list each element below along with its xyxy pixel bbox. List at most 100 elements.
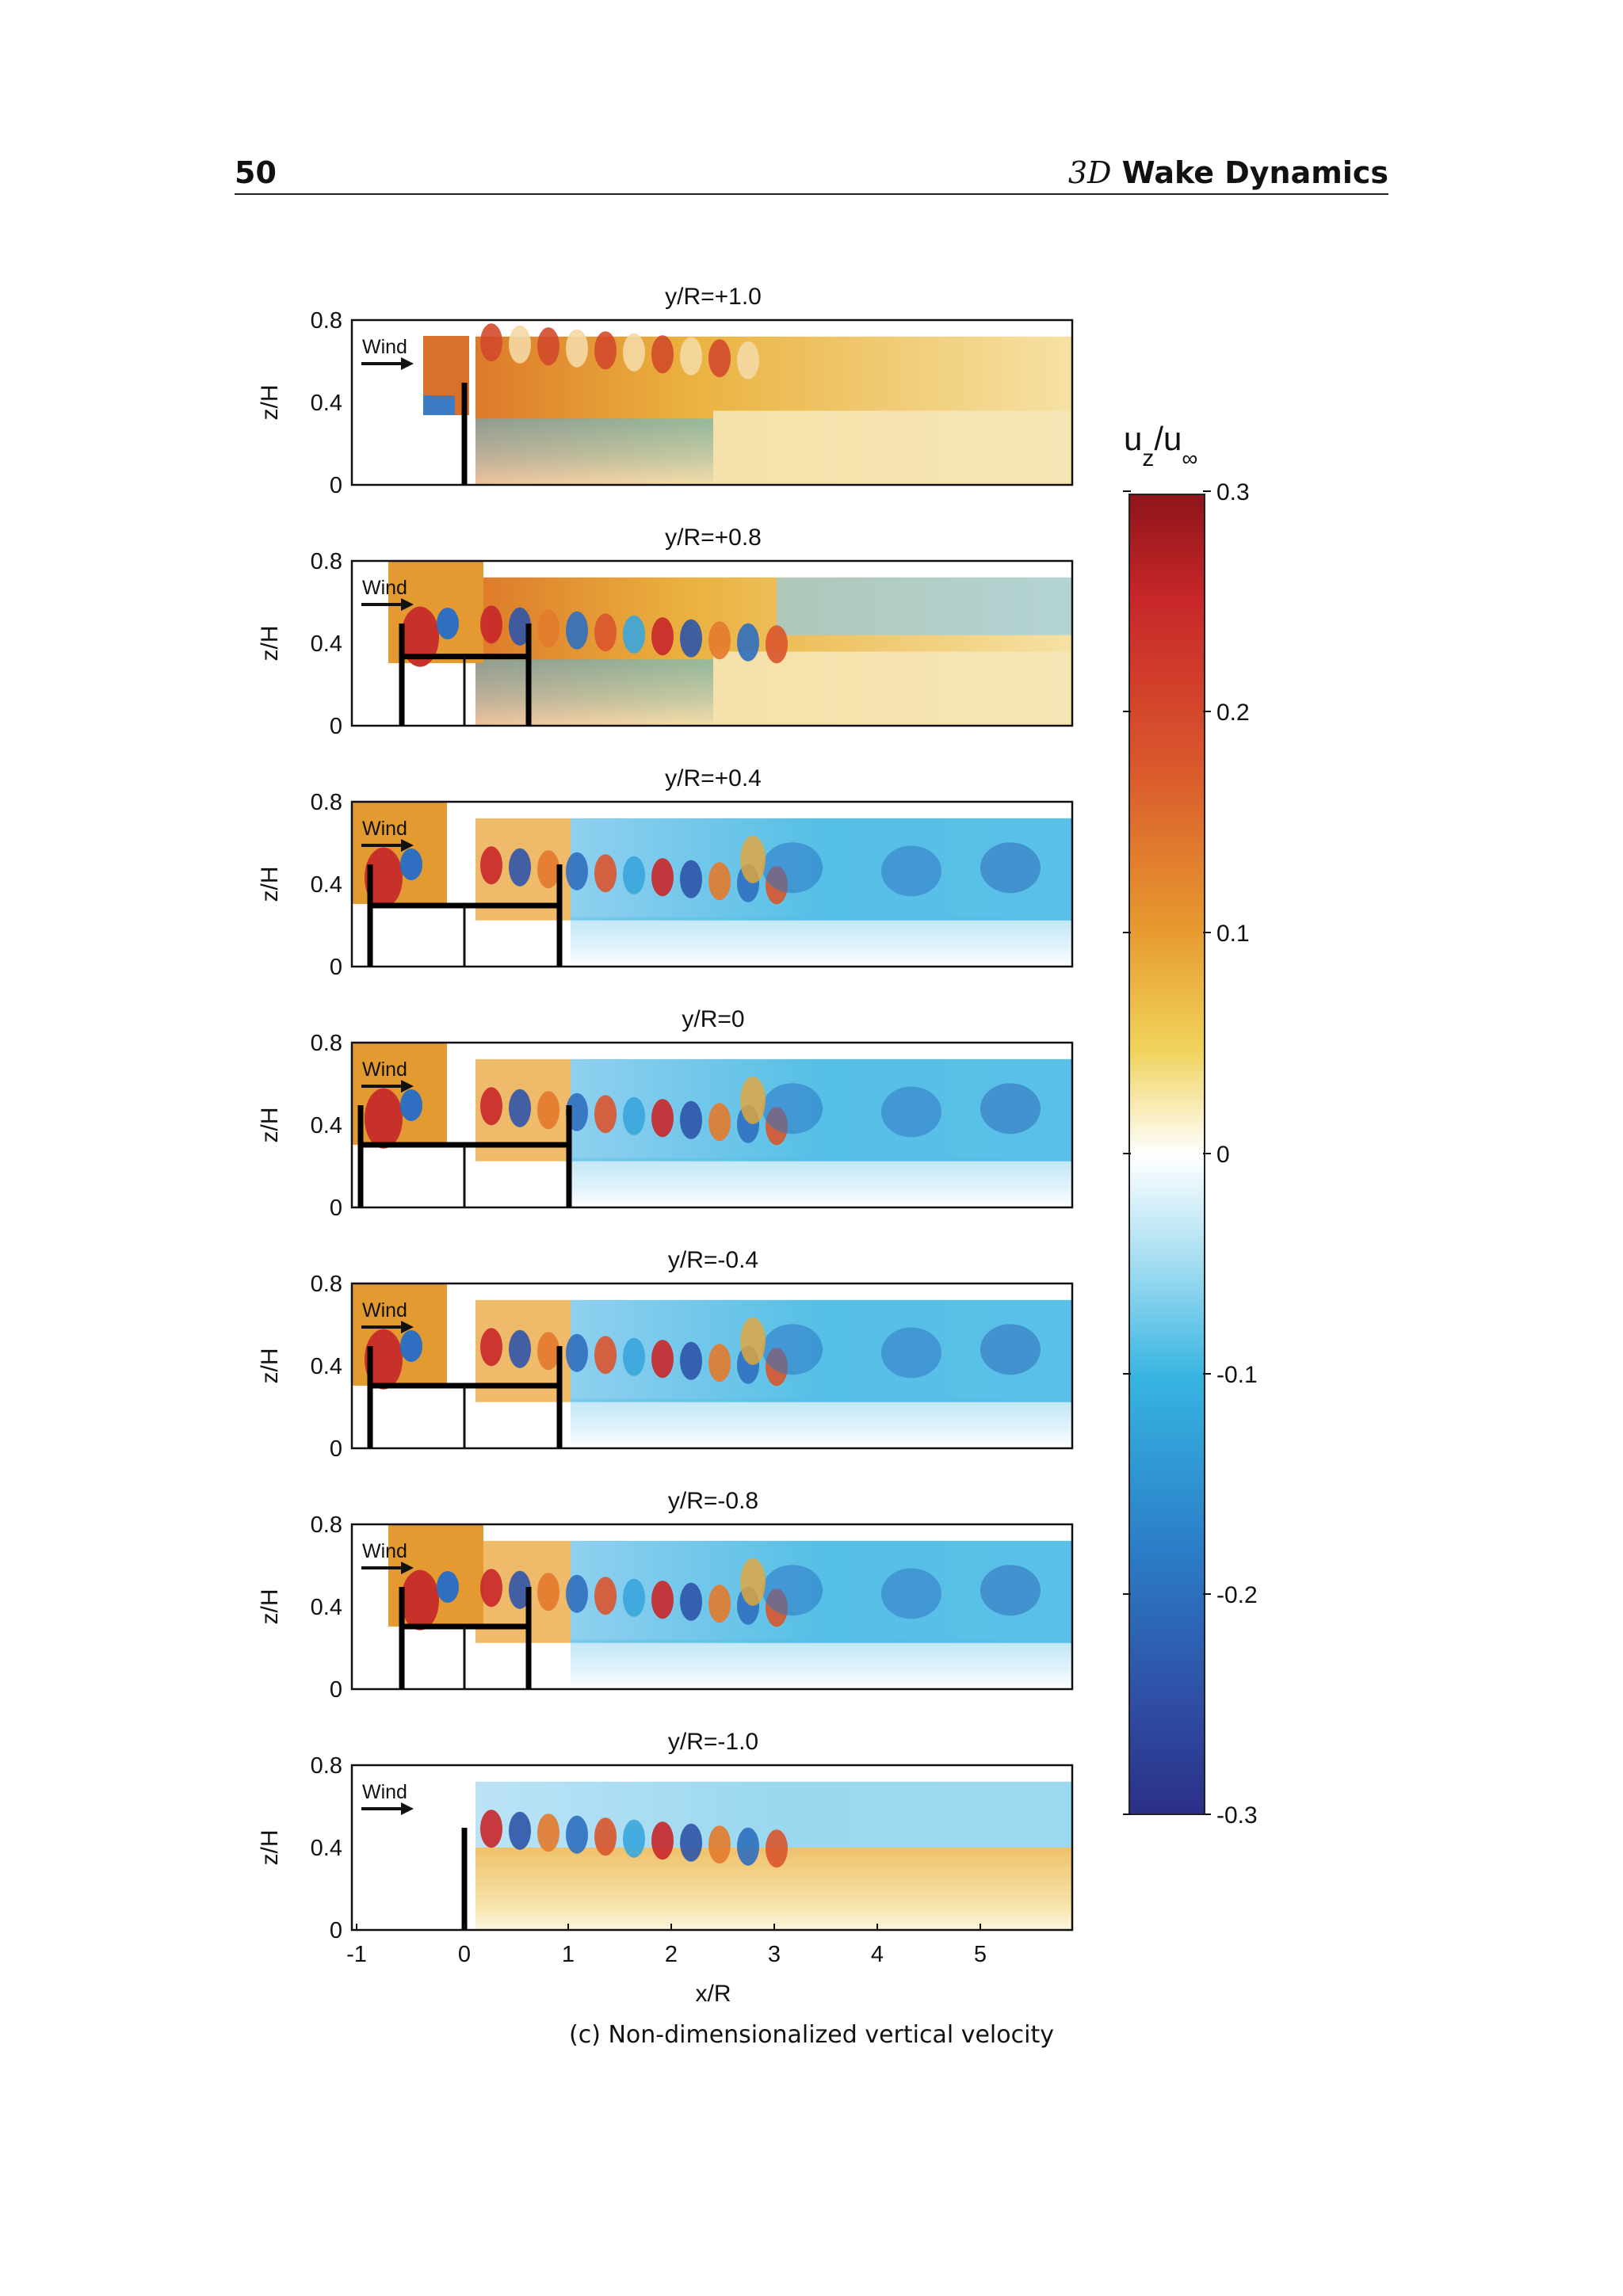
vortex-core: [680, 860, 702, 898]
vortex-core: [680, 619, 702, 658]
panel-title: y/R=+1.0: [665, 284, 762, 310]
panel: y/R=+0.4 z/H 0 0.4 0.8 Wind: [257, 765, 1074, 980]
vortex-core: [680, 1100, 702, 1139]
wind-label: Wind: [362, 1058, 407, 1081]
vortex-core: [708, 862, 731, 901]
vortex-core: [680, 1341, 702, 1380]
lower-region: [571, 917, 1072, 967]
y-axis-label: z/H: [257, 1830, 283, 1866]
vortex-core: [566, 1333, 588, 1372]
vortex-core: [594, 613, 617, 652]
vortex-core: [737, 1827, 759, 1866]
y-tick-label: 0: [330, 1196, 342, 1221]
vortex-core: [480, 846, 502, 885]
wake-structure: [762, 1324, 823, 1375]
y-tick-label: 0.4: [311, 1354, 342, 1379]
y-tick-label: 0.8: [311, 549, 342, 574]
vortex-core: [623, 1337, 645, 1376]
colorbar-tick-label: -0.3: [1216, 1802, 1258, 1829]
vortex-core: [509, 1570, 531, 1609]
header-rule: [235, 193, 1388, 195]
colorbar: uz/u∞ 0.3 0.2 0.1 0 -0.1 -0.2 -0.3: [1123, 420, 1258, 1829]
x-tick-label: 4: [871, 1942, 884, 1967]
flow-field: [352, 1283, 1072, 1448]
cool-region: [777, 577, 1072, 635]
y-tick-label: 0.8: [311, 308, 342, 334]
vortex-core: [566, 611, 588, 650]
wake-structure: [980, 1324, 1041, 1375]
vortex-core: [737, 341, 759, 379]
vortex-warm: [365, 1329, 403, 1390]
y-tick-label: 0: [330, 1677, 342, 1703]
panel-title: y/R=0: [682, 1006, 744, 1032]
vortex-core: [509, 1089, 531, 1127]
panel-frame: [350, 318, 1074, 486]
panel-title: y/R=-0.8: [668, 1488, 758, 1514]
y-tick-label: 0.4: [311, 872, 342, 898]
vortex-core: [509, 325, 531, 364]
y-tick-label: 0.8: [311, 1272, 342, 1297]
vortex-core: [651, 1821, 674, 1860]
vortex-core: [651, 335, 674, 374]
y-tick-label: 0.4: [311, 1836, 342, 1861]
vortex-cool: [400, 1330, 422, 1363]
vortex-core: [594, 1817, 617, 1856]
wind-arrow-head: [401, 1321, 414, 1333]
colorbar-tick-label: 0.2: [1216, 700, 1250, 726]
wake-structure: [762, 1083, 823, 1135]
vortex-cool: [400, 1089, 422, 1122]
vortex-core: [566, 1574, 588, 1613]
vortex-core: [680, 337, 702, 376]
vortex-core: [594, 1577, 617, 1615]
wind-arrow-head: [401, 1562, 414, 1574]
vortex-core: [566, 852, 588, 891]
vortex-warm: [401, 1569, 439, 1630]
page-number: 50: [235, 155, 277, 190]
wake-structure: [881, 1568, 941, 1619]
panel-frame: [350, 800, 1074, 968]
wake-structure: [980, 1083, 1041, 1135]
wake-structure-warm: [740, 1558, 766, 1606]
panel-title: y/R=-0.4: [668, 1247, 758, 1273]
colorbar-tick-label: 0.3: [1216, 479, 1250, 505]
panel: y/R=+1.0 z/H 0 0.4 0.8 Wind: [257, 284, 1074, 498]
y-axis-label: z/H: [257, 1108, 283, 1143]
inflow-cool: [423, 395, 455, 415]
lower-region: [571, 1639, 1072, 1689]
vortex-core: [537, 609, 559, 648]
y-tick-label: 0: [330, 1436, 342, 1462]
wind-label: Wind: [362, 336, 407, 358]
y-tick-label: 0: [330, 1918, 342, 1943]
panel-frame: [350, 1282, 1074, 1450]
vortex-core: [680, 1582, 702, 1621]
vortex-cool: [437, 1571, 459, 1604]
vortex-core: [594, 331, 617, 370]
panel-title: y/R=+0.8: [665, 524, 762, 551]
vortex-core: [623, 1097, 645, 1135]
lower-region: [713, 651, 1072, 726]
vortex-core: [708, 1585, 731, 1623]
vortex-core: [594, 1095, 617, 1134]
y-axis-label: z/H: [257, 1348, 283, 1384]
vortex-core: [537, 1573, 559, 1611]
y-tick-label: 0.8: [311, 1031, 342, 1056]
y-axis-label: z/H: [257, 385, 283, 421]
vortex-core: [480, 1087, 502, 1126]
y-tick-label: 0: [330, 473, 342, 498]
vortex-warm: [401, 606, 439, 667]
colorbar-gradient: [1128, 494, 1205, 1815]
lower-region: [713, 410, 1072, 485]
vortex-core: [766, 1829, 788, 1868]
vortex-core: [708, 339, 731, 378]
vortex-core: [680, 1823, 702, 1862]
vortex-core: [566, 329, 588, 368]
vortex-core: [708, 1344, 731, 1383]
vortex-warm: [365, 847, 403, 908]
figure-caption: (c) Non-dimensionalized vertical velocit…: [569, 2021, 1054, 2049]
vortex-core: [708, 1103, 731, 1142]
panel: y/R=-1.0 z/H 0 0.4 0.8 Wind: [257, 1729, 1074, 1943]
vortex-core: [480, 605, 502, 644]
y-tick-label: 0.8: [311, 1753, 342, 1779]
wake-structure: [881, 1086, 941, 1138]
